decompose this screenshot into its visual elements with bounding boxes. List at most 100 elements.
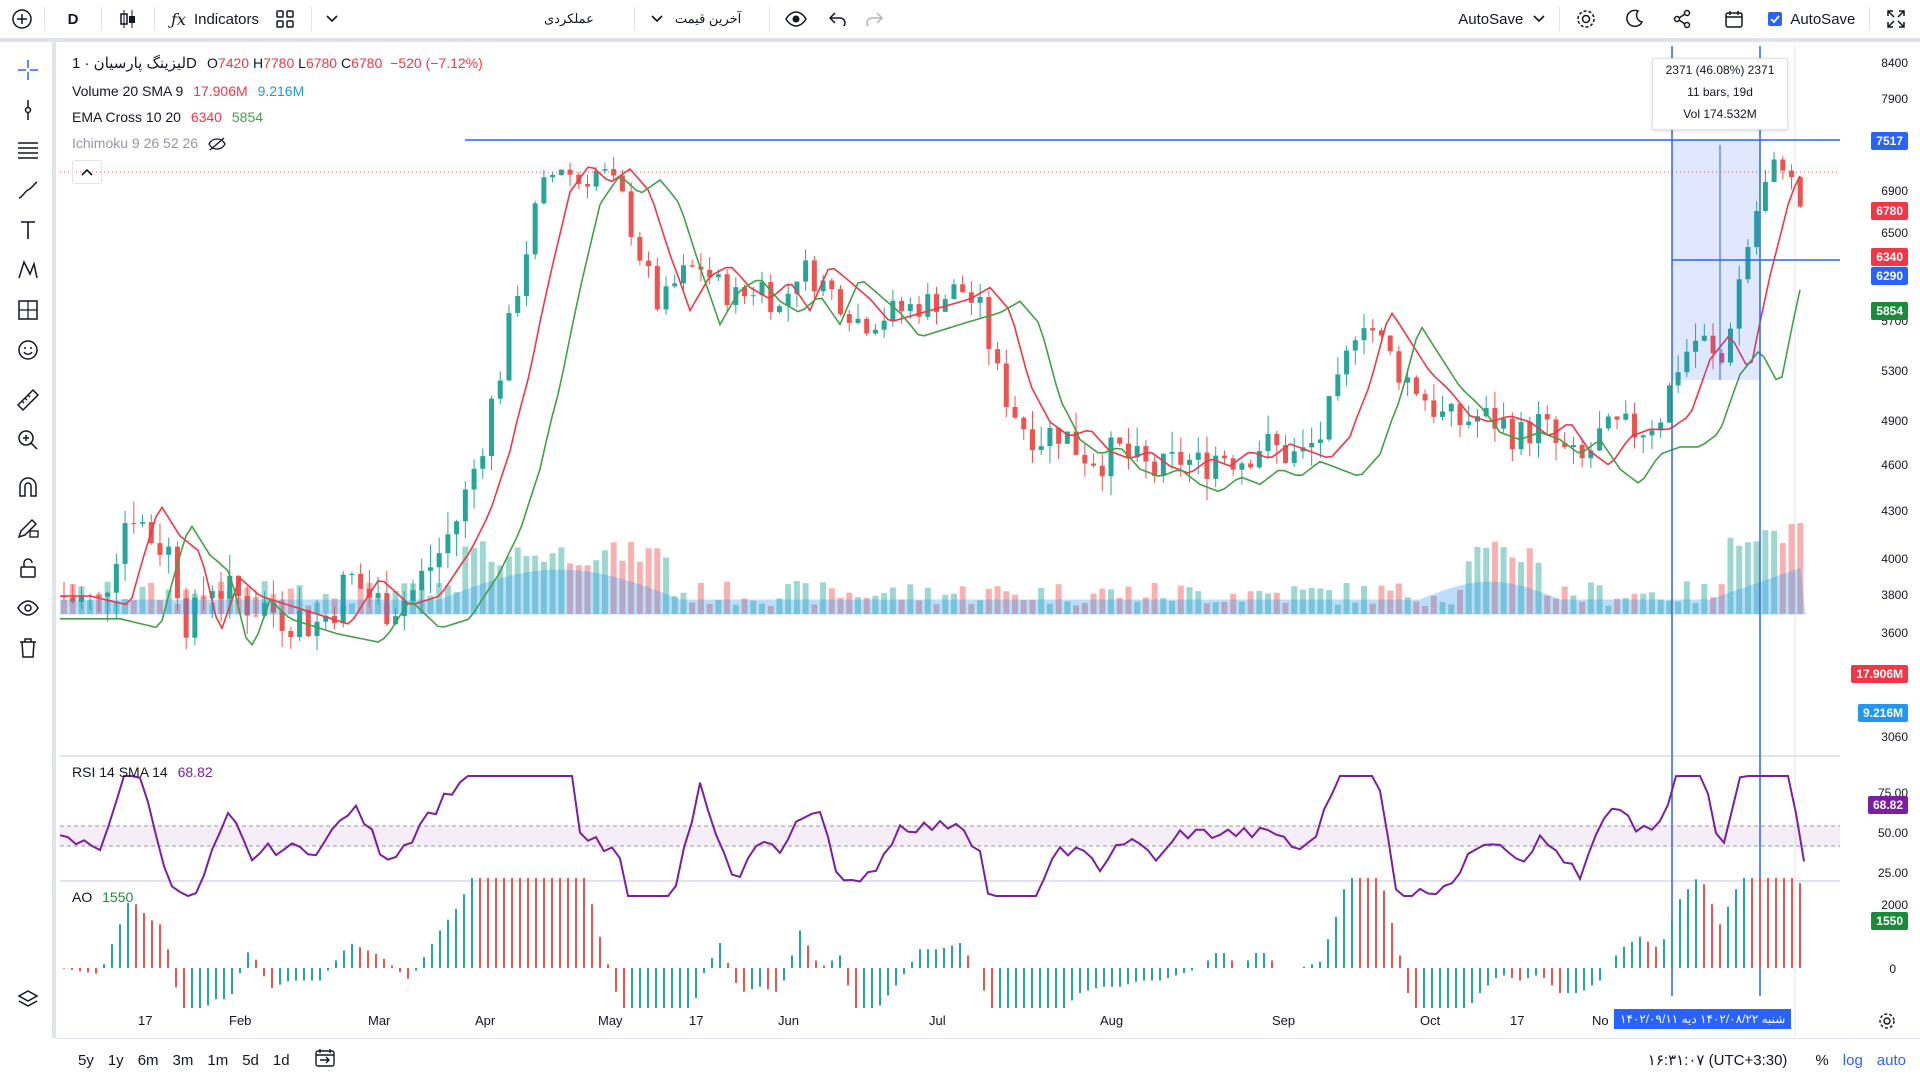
candle-body	[532, 203, 538, 255]
volume-bar	[1422, 605, 1429, 614]
interval-button[interactable]: D	[53, 0, 93, 40]
magnet-tool[interactable]	[14, 474, 42, 502]
volume-bar	[392, 590, 399, 614]
theme-button[interactable]	[1616, 0, 1652, 40]
remove-drawings-tool[interactable]	[14, 634, 42, 662]
goto-date-button[interactable]	[314, 1048, 336, 1072]
volume-bar	[933, 604, 940, 614]
price-chart[interactable]	[60, 46, 1840, 1036]
top-toolbar: D ƒx Indicators عملکردی آخرین قیمت AutoS…	[0, 0, 1920, 42]
fullscreen-button[interactable]	[1878, 0, 1914, 40]
eye-off-icon[interactable]	[208, 137, 226, 151]
layouts-button[interactable]	[267, 0, 303, 40]
volume-bar	[1587, 582, 1594, 614]
ema-legend[interactable]: EMA Cross 10 20 6340 5854	[72, 109, 263, 125]
candle-body	[567, 169, 573, 175]
volume-tag: 17.906M	[1851, 665, 1908, 683]
price-type-dropdown[interactable]: آخرین قیمت	[643, 0, 749, 40]
add-symbol-button[interactable]	[8, 0, 36, 40]
zoom-tool[interactable]	[14, 426, 42, 454]
volume-bar	[410, 583, 416, 614]
rsi-legend[interactable]: RSI 14 SMA 14 68.82	[72, 764, 213, 780]
indicators-button[interactable]: ƒx Indicators	[163, 0, 267, 40]
range-1m[interactable]: 1m	[207, 1051, 229, 1069]
trendline-tool[interactable]	[14, 96, 42, 124]
volume-bar	[854, 597, 861, 614]
volume-bar	[453, 592, 460, 614]
undo-icon	[829, 12, 846, 26]
ruler-tool[interactable]	[14, 386, 42, 414]
candle-body	[1117, 437, 1123, 444]
visibility-button[interactable]	[778, 0, 814, 40]
volume-bar	[1238, 601, 1245, 614]
chart-settings-button[interactable]	[1878, 1012, 1896, 1035]
volume-bar	[113, 601, 120, 614]
pattern-tool[interactable]	[14, 256, 42, 284]
range-5d[interactable]: 5d	[242, 1051, 259, 1069]
snapshot-button[interactable]	[1716, 0, 1752, 40]
divider	[101, 7, 102, 31]
candle-body	[1361, 328, 1367, 341]
volume-bar	[1012, 594, 1019, 614]
object-tree-button[interactable]	[14, 986, 42, 1014]
undo-button[interactable]	[820, 0, 856, 40]
lock-drawing-tool[interactable]	[14, 514, 42, 542]
candle-body	[1239, 463, 1245, 470]
autosave-toggle[interactable]: AutoSave	[1768, 0, 1855, 40]
range-1d[interactable]: 1d	[272, 1051, 290, 1069]
range-3m[interactable]: 3m	[172, 1051, 194, 1069]
text-tool[interactable]	[14, 216, 42, 244]
candle-body	[1248, 463, 1254, 468]
candle-body	[384, 593, 390, 625]
ichimoku-legend[interactable]: Ichimoku 9 26 52 26	[72, 135, 226, 151]
fib-tool[interactable]	[14, 136, 42, 164]
candle-body	[602, 169, 608, 171]
share-button[interactable]	[1664, 0, 1700, 40]
candle-body	[1283, 445, 1288, 463]
chart-type-button[interactable]	[110, 0, 146, 40]
volume-bar	[340, 605, 347, 614]
emoji-tool[interactable]	[14, 336, 42, 364]
rsi-line	[60, 775, 1805, 898]
range-6m[interactable]: 6m	[137, 1051, 159, 1069]
volume-bar	[1518, 562, 1525, 614]
clock[interactable]: ۱۶:۳۱:۰۷ (UTC+3:30)	[1647, 1052, 1788, 1069]
redo-button[interactable]	[856, 0, 892, 40]
ao-legend[interactable]: AO 1550	[72, 889, 133, 905]
percent-toggle[interactable]: %	[1815, 1051, 1829, 1069]
volume-bar	[994, 586, 1001, 614]
candle-body	[209, 591, 215, 599]
candle-body	[541, 177, 547, 204]
range-5y[interactable]: 5y	[78, 1051, 94, 1069]
price-axis-label: 4000	[1881, 552, 1908, 566]
log-toggle[interactable]: log	[1842, 1051, 1863, 1069]
volume-bar	[1099, 588, 1106, 614]
collapse-legend-button[interactable]	[72, 160, 102, 184]
lock-all-tool[interactable]	[14, 554, 42, 582]
candle-body	[410, 590, 416, 601]
candle-body	[1038, 446, 1044, 451]
candle-body	[742, 287, 748, 297]
autosave-menu-button[interactable]: AutoSave	[1452, 0, 1551, 40]
hide-drawings-tool[interactable]	[14, 594, 42, 622]
prediction-tool[interactable]	[14, 296, 42, 324]
more-dropdown[interactable]	[320, 0, 344, 40]
rsi-label: RSI 14 SMA 14	[72, 764, 168, 780]
volume-bar	[200, 595, 207, 614]
volume-bar	[1352, 602, 1359, 614]
settings-button[interactable]	[1568, 0, 1604, 40]
crosshair-tool[interactable]	[14, 56, 42, 84]
volume-bar	[139, 586, 146, 614]
volume-bar	[950, 593, 957, 614]
brush-tool[interactable]	[14, 176, 42, 204]
volume-legend[interactable]: Volume 20 SMA 9 17.906M 9.216M	[72, 83, 304, 99]
auto-toggle[interactable]: auto	[1876, 1051, 1906, 1069]
candle-body	[1204, 452, 1210, 479]
candle-body	[1021, 417, 1027, 430]
range-1y[interactable]: 1y	[107, 1051, 124, 1069]
candle-body	[637, 237, 643, 261]
performance-label-item[interactable]: عملکردی	[544, 0, 594, 40]
candle-body	[934, 294, 939, 312]
candle-body	[1666, 385, 1672, 423]
volume-bar	[462, 546, 469, 614]
